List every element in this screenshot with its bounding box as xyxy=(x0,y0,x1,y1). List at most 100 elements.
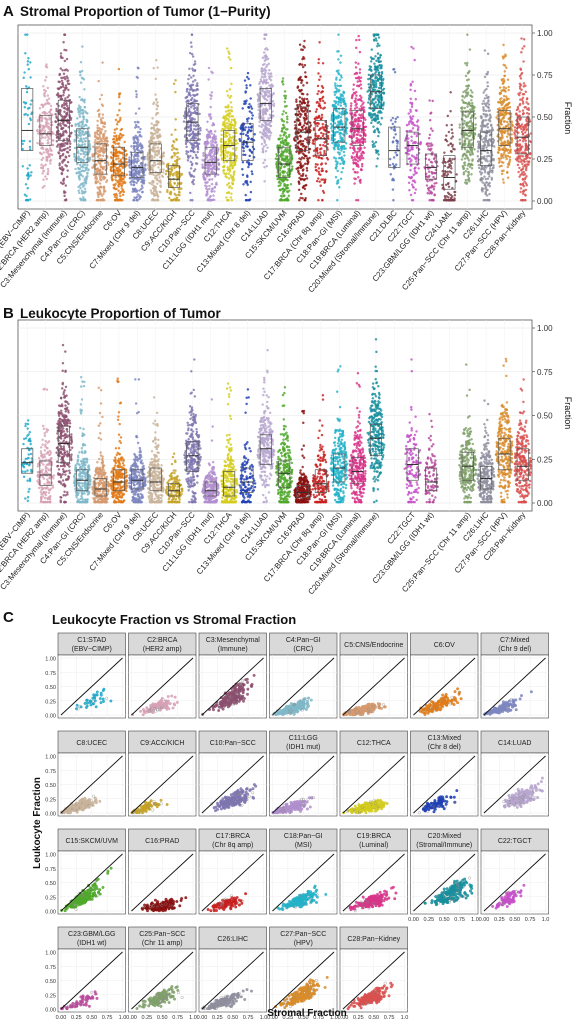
data-point xyxy=(43,111,47,115)
data-point xyxy=(266,89,270,92)
data-point xyxy=(319,97,322,101)
data-point xyxy=(449,193,452,197)
data-point xyxy=(410,147,413,151)
data-point xyxy=(450,123,453,127)
data-point xyxy=(250,129,253,132)
data-point xyxy=(56,87,60,90)
data-point xyxy=(64,124,68,127)
data-point xyxy=(320,84,324,88)
y-tick-label: 0.50 xyxy=(537,113,553,122)
data-point xyxy=(230,176,233,179)
data-point xyxy=(152,161,156,164)
data-point xyxy=(428,99,431,102)
data-point xyxy=(376,77,380,81)
data-point xyxy=(295,100,298,103)
data-point xyxy=(125,153,128,156)
data-point xyxy=(194,124,198,128)
data-point xyxy=(190,33,194,36)
data-point xyxy=(304,174,308,177)
data-point xyxy=(67,88,70,92)
data-point xyxy=(82,198,85,202)
data-point xyxy=(410,175,413,179)
data-point xyxy=(187,105,190,108)
data-point xyxy=(279,194,283,198)
data-point xyxy=(277,181,281,184)
data-point xyxy=(116,113,119,117)
data-point xyxy=(370,99,374,103)
data-point xyxy=(339,162,342,165)
data-point xyxy=(77,143,80,146)
data-point xyxy=(268,76,271,79)
data-point xyxy=(210,132,213,135)
data-point xyxy=(244,133,248,137)
data-point xyxy=(94,174,97,178)
data-point xyxy=(263,62,266,66)
data-point xyxy=(409,164,413,167)
data-point xyxy=(201,166,204,169)
data-point xyxy=(23,105,26,109)
data-point xyxy=(318,172,321,176)
data-point xyxy=(62,41,65,44)
data-point xyxy=(308,125,311,129)
data-point xyxy=(407,140,410,144)
data-point xyxy=(449,142,452,145)
data-point xyxy=(134,177,138,180)
data-point xyxy=(135,75,138,79)
data-point xyxy=(69,142,72,145)
data-point xyxy=(96,124,99,127)
data-point xyxy=(220,133,223,137)
data-point xyxy=(320,156,323,160)
data-point xyxy=(376,52,380,55)
data-point xyxy=(136,137,139,140)
data-point xyxy=(258,80,262,84)
data-point xyxy=(268,103,271,107)
data-point xyxy=(189,154,192,158)
data-point xyxy=(321,198,324,202)
data-point xyxy=(212,123,216,126)
data-point xyxy=(248,102,251,106)
data-point xyxy=(334,144,338,147)
data-point xyxy=(317,90,320,93)
data-point xyxy=(50,149,53,153)
data-point xyxy=(103,121,106,124)
data-point xyxy=(408,188,411,192)
data-point xyxy=(375,165,378,168)
data-point xyxy=(25,198,28,202)
data-point xyxy=(441,183,444,187)
data-point xyxy=(192,178,195,182)
data-point xyxy=(358,179,362,183)
data-point xyxy=(205,193,208,196)
data-point xyxy=(130,183,133,186)
data-point xyxy=(117,154,120,157)
data-point xyxy=(45,150,48,154)
data-point xyxy=(268,68,271,72)
data-point xyxy=(180,187,183,190)
data-point xyxy=(96,152,99,156)
data-point xyxy=(45,123,48,126)
data-point xyxy=(337,114,340,117)
data-point xyxy=(58,133,62,136)
data-point xyxy=(65,49,68,52)
data-point xyxy=(141,190,144,194)
data-point xyxy=(155,59,158,62)
data-point xyxy=(300,107,303,110)
data-point xyxy=(119,173,122,176)
data-point xyxy=(81,175,84,178)
data-point xyxy=(318,180,321,183)
data-point xyxy=(229,66,233,70)
data-point xyxy=(166,188,169,192)
data-point xyxy=(51,113,54,117)
data-point xyxy=(41,172,44,175)
data-point xyxy=(253,133,256,136)
data-point xyxy=(193,94,196,97)
data-point xyxy=(78,178,81,181)
data-point xyxy=(152,127,156,130)
data-point xyxy=(318,41,321,44)
data-point xyxy=(307,100,310,103)
data-point xyxy=(335,130,338,134)
data-point xyxy=(64,191,67,194)
data-point xyxy=(88,134,91,138)
data-point xyxy=(102,135,105,138)
data-point xyxy=(114,192,118,196)
data-point xyxy=(394,117,397,121)
